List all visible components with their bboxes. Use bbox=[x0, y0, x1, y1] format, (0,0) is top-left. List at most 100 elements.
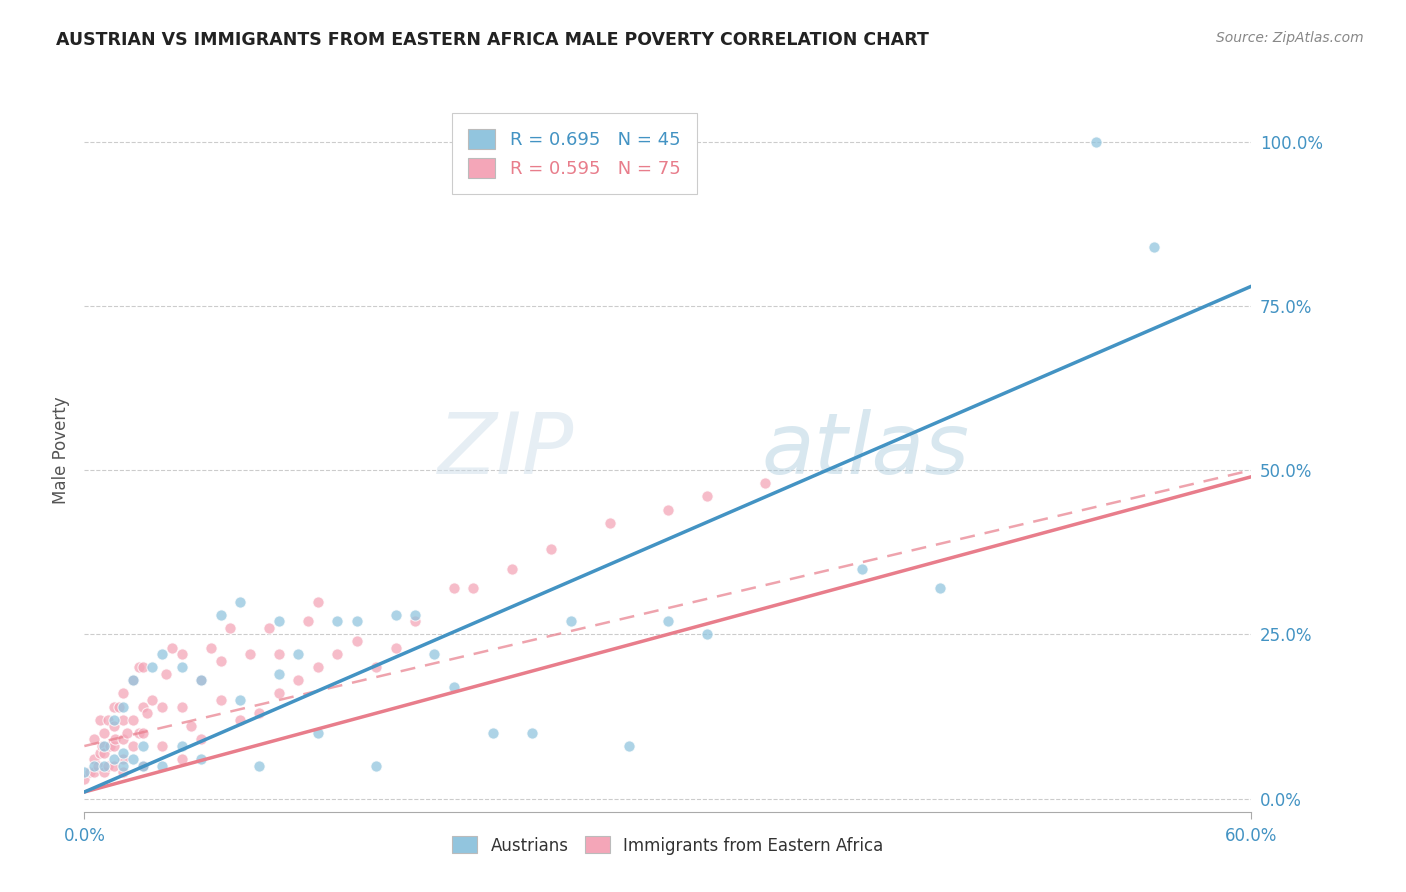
Point bbox=[103, 719, 125, 733]
Point bbox=[267, 647, 290, 661]
Point bbox=[150, 647, 173, 661]
Point bbox=[404, 607, 426, 622]
Point bbox=[346, 614, 368, 628]
Point bbox=[239, 647, 262, 661]
Point bbox=[150, 699, 173, 714]
Point bbox=[696, 627, 718, 641]
Point bbox=[482, 726, 505, 740]
Point bbox=[122, 739, 145, 753]
Point bbox=[170, 660, 193, 674]
Point bbox=[366, 758, 388, 772]
Point bbox=[97, 758, 120, 772]
Legend: Austrians, Immigrants from Eastern Africa: Austrians, Immigrants from Eastern Afric… bbox=[446, 830, 890, 861]
Point bbox=[249, 758, 271, 772]
Point bbox=[1143, 240, 1166, 254]
Point bbox=[132, 758, 155, 772]
Point bbox=[599, 516, 621, 530]
Point bbox=[657, 502, 679, 516]
Point bbox=[122, 673, 145, 688]
Point bbox=[112, 765, 135, 780]
Point bbox=[150, 758, 173, 772]
Point bbox=[257, 621, 280, 635]
Point bbox=[103, 713, 125, 727]
Point bbox=[79, 765, 101, 780]
Point bbox=[209, 607, 232, 622]
Point bbox=[87, 758, 110, 772]
Point bbox=[128, 660, 150, 674]
Point bbox=[83, 732, 105, 747]
Point bbox=[97, 713, 120, 727]
Point bbox=[103, 758, 125, 772]
Text: atlas: atlas bbox=[761, 409, 969, 492]
Point bbox=[267, 686, 290, 700]
Point bbox=[229, 693, 252, 707]
Point bbox=[754, 476, 776, 491]
Point bbox=[657, 614, 679, 628]
Point bbox=[112, 746, 135, 760]
Point bbox=[73, 765, 96, 780]
Point bbox=[180, 719, 202, 733]
Text: AUSTRIAN VS IMMIGRANTS FROM EASTERN AFRICA MALE POVERTY CORRELATION CHART: AUSTRIAN VS IMMIGRANTS FROM EASTERN AFRI… bbox=[56, 31, 929, 49]
Point bbox=[122, 713, 145, 727]
Point bbox=[200, 640, 222, 655]
Point bbox=[103, 739, 125, 753]
Point bbox=[73, 772, 96, 786]
Point bbox=[267, 614, 290, 628]
Point bbox=[209, 654, 232, 668]
Point bbox=[93, 758, 115, 772]
Point bbox=[267, 666, 290, 681]
Point bbox=[1084, 135, 1107, 149]
Point bbox=[112, 699, 135, 714]
Point bbox=[104, 732, 127, 747]
Text: Source: ZipAtlas.com: Source: ZipAtlas.com bbox=[1216, 31, 1364, 45]
Point bbox=[98, 739, 121, 753]
Point bbox=[443, 680, 465, 694]
Point bbox=[170, 647, 193, 661]
Point bbox=[384, 640, 406, 655]
Point bbox=[135, 706, 157, 721]
Point bbox=[287, 673, 309, 688]
Point bbox=[83, 752, 105, 766]
Point bbox=[384, 607, 406, 622]
Point bbox=[112, 758, 135, 772]
Point bbox=[160, 640, 183, 655]
Point bbox=[229, 713, 252, 727]
Y-axis label: Male Poverty: Male Poverty bbox=[52, 397, 70, 504]
Point bbox=[122, 752, 145, 766]
Point bbox=[83, 765, 105, 780]
Point bbox=[520, 726, 543, 740]
Point bbox=[103, 752, 125, 766]
Point bbox=[404, 614, 426, 628]
Point bbox=[463, 582, 485, 596]
Point bbox=[287, 647, 309, 661]
Point bbox=[141, 660, 163, 674]
Point bbox=[89, 746, 111, 760]
Point bbox=[219, 621, 242, 635]
Point bbox=[170, 752, 193, 766]
Point bbox=[132, 699, 155, 714]
Point bbox=[150, 739, 173, 753]
Point bbox=[851, 562, 873, 576]
Point bbox=[122, 673, 145, 688]
Point bbox=[209, 693, 232, 707]
Point bbox=[132, 739, 155, 753]
Point bbox=[132, 660, 155, 674]
Point bbox=[103, 699, 125, 714]
Point bbox=[89, 713, 111, 727]
Point bbox=[115, 726, 138, 740]
Point bbox=[443, 582, 465, 596]
Point bbox=[346, 634, 368, 648]
Point bbox=[190, 673, 212, 688]
Point bbox=[540, 541, 562, 556]
Point bbox=[297, 614, 319, 628]
Point bbox=[696, 490, 718, 504]
Point bbox=[501, 562, 523, 576]
Point bbox=[93, 746, 115, 760]
Point bbox=[560, 614, 582, 628]
Point bbox=[170, 739, 193, 753]
Point bbox=[112, 713, 135, 727]
Text: ZIP: ZIP bbox=[439, 409, 575, 492]
Point bbox=[132, 726, 155, 740]
Point bbox=[141, 693, 163, 707]
Point bbox=[929, 582, 952, 596]
